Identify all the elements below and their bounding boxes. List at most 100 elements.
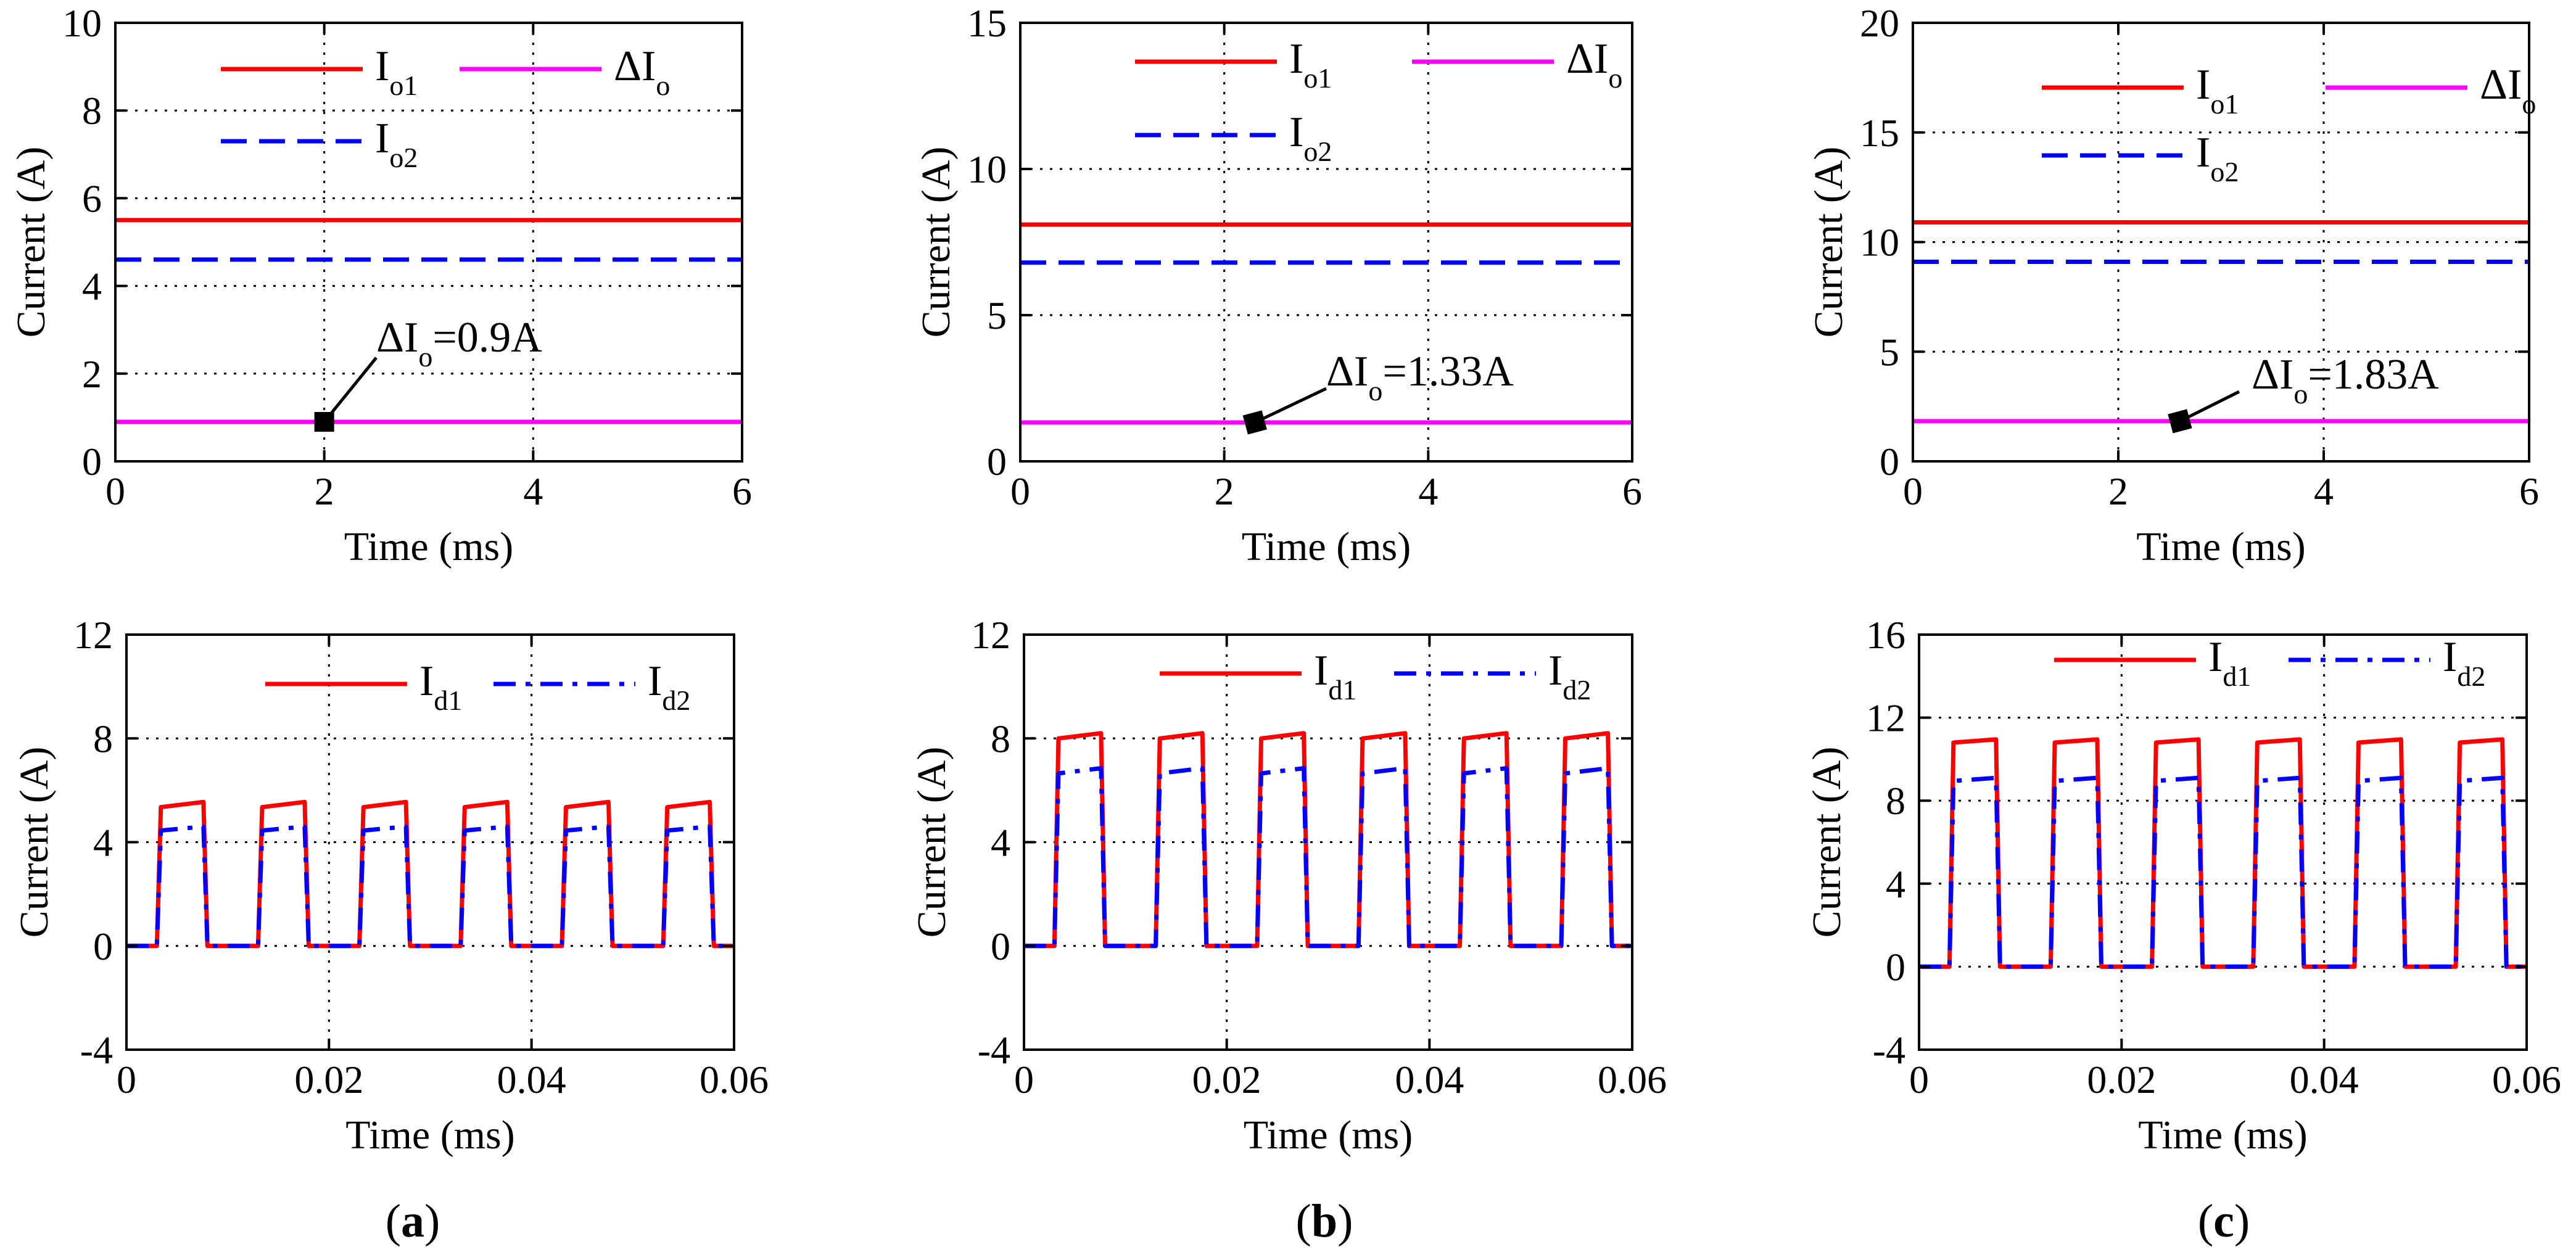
legend-main: I — [2196, 129, 2210, 176]
legend-label-id1: Id1 — [2208, 633, 2251, 692]
x-tick-label: 0.02 — [294, 1058, 363, 1101]
x-axis-title: Time (ms) — [344, 524, 513, 569]
annotation-label: ΔIo=1.83A — [2252, 351, 2439, 410]
series-line-id1 — [1919, 737, 2527, 969]
x-axis-title: Time (ms) — [2138, 1113, 2307, 1158]
x-tick-label: 0 — [105, 469, 125, 513]
legend-sub: d1 — [2223, 661, 2251, 692]
legend-sub: o2 — [1303, 136, 1332, 167]
y-tick-label: 0 — [1880, 440, 1899, 484]
y-tick-label: 8 — [82, 89, 102, 133]
legend-label-dio: ΔIo — [614, 43, 670, 101]
legend-label-id2: Id2 — [1548, 647, 1591, 706]
annotation-sub: o — [418, 341, 432, 373]
axes-frame — [1019, 22, 1633, 463]
x-tick-label: 0 — [1010, 469, 1030, 513]
annotation-label: ΔIo=0.9A — [376, 314, 542, 373]
y-tick-label: -4 — [978, 1028, 1010, 1072]
x-tick-label: 0.04 — [2290, 1058, 2359, 1101]
legend-label-io2: Io2 — [375, 115, 418, 173]
annotation-main: ΔI — [1326, 348, 1368, 395]
y-tick-label: 10 — [967, 147, 1007, 191]
legend-main: I — [375, 115, 389, 162]
y-axis-title: Current (A) — [914, 147, 959, 338]
legend-main: I — [2208, 633, 2223, 681]
annotation-marker — [2168, 409, 2192, 434]
x-axis-title: Time (ms) — [2136, 524, 2305, 569]
x-tick-label: 0 — [117, 1058, 136, 1101]
y-tick-label: 12 — [971, 613, 1010, 657]
annotation-label: ΔIo=1.33A — [1326, 348, 1514, 406]
legend-sub: o2 — [389, 142, 418, 173]
x-tick-label: 0 — [1014, 1058, 1034, 1101]
annotation-value: =1.33A — [1382, 348, 1514, 395]
y-axis-title: Current (A) — [12, 747, 57, 938]
y-tick-label: 5 — [987, 294, 1007, 337]
legend-main: I — [648, 657, 662, 705]
x-tick-label: 0.04 — [1395, 1058, 1464, 1101]
legend-main: I — [1289, 35, 1303, 83]
legend-label-dio: ΔIo — [2480, 61, 2536, 120]
legend-main: I — [2196, 61, 2210, 109]
legend-sub: o1 — [389, 70, 418, 101]
legend-sub: o1 — [2210, 88, 2239, 120]
legend-main: I — [2443, 633, 2457, 681]
legend-sub: o1 — [1303, 62, 1332, 94]
legend-sub: d2 — [2457, 661, 2485, 692]
legend-main: I — [375, 43, 389, 90]
legend-sub: d1 — [434, 685, 462, 716]
y-tick-label: 4 — [1886, 862, 1905, 906]
series-line-id2 — [1919, 775, 2527, 969]
series-line-id1 — [126, 799, 734, 949]
y-tick-label: -4 — [1873, 1028, 1905, 1072]
annotation-value: =1.83A — [2308, 351, 2439, 398]
annotation-sub: o — [2293, 378, 2308, 410]
x-tick-label: 4 — [2314, 469, 2334, 513]
legend-sub: d2 — [1563, 674, 1591, 706]
y-tick-label: -4 — [80, 1028, 113, 1072]
axes-frame — [1918, 633, 2528, 1051]
y-tick-label: 12 — [73, 613, 113, 657]
x-axis-title: Time (ms) — [1244, 1113, 1413, 1158]
legend-main: ΔI — [614, 43, 656, 90]
caption-letter: c — [2213, 1195, 2234, 1247]
legend-sub: o — [1608, 62, 1622, 94]
legend-label-id2: Id2 — [2443, 633, 2485, 692]
legend-label-io1: Io1 — [2196, 61, 2239, 120]
legend-label-io1: Io1 — [1289, 35, 1332, 94]
y-axis-title: Current (A) — [1806, 147, 1851, 338]
series-line-id2 — [126, 824, 734, 949]
legend-label-io2: Io2 — [2196, 129, 2239, 187]
annotation-sub: o — [1368, 375, 1382, 406]
legend-sub: o — [656, 70, 670, 101]
legend-label-id2: Id2 — [648, 657, 690, 716]
annotation-leader — [323, 356, 378, 423]
caption-open: ( — [386, 1195, 401, 1247]
y-tick-label: 0 — [93, 924, 113, 968]
y-tick-label: 4 — [82, 265, 102, 308]
x-tick-label: 0.02 — [2087, 1058, 2156, 1101]
caption-letter: a — [401, 1195, 424, 1247]
legend-main: ΔI — [1566, 35, 1608, 83]
x-tick-label: 0 — [1903, 469, 1923, 513]
y-tick-label: 0 — [82, 440, 102, 484]
legend-sub: o2 — [2210, 156, 2239, 187]
legend-sub: d1 — [1328, 674, 1356, 706]
x-tick-label: 0.02 — [1192, 1058, 1261, 1101]
caption-c: (c) — [2198, 1195, 2250, 1247]
caption-b: (b) — [1296, 1195, 1353, 1247]
y-tick-label: 8 — [991, 717, 1010, 760]
x-tick-label: 2 — [1215, 469, 1234, 513]
x-tick-label: 0.06 — [1598, 1058, 1667, 1101]
annotation-marker — [1242, 410, 1267, 435]
y-tick-label: 10 — [62, 1, 102, 45]
y-axis-title: Current (A) — [1804, 747, 1849, 938]
legend-main: I — [1548, 647, 1563, 694]
x-tick-label: 4 — [523, 469, 543, 513]
x-axis-title: Time (ms) — [1242, 524, 1411, 569]
